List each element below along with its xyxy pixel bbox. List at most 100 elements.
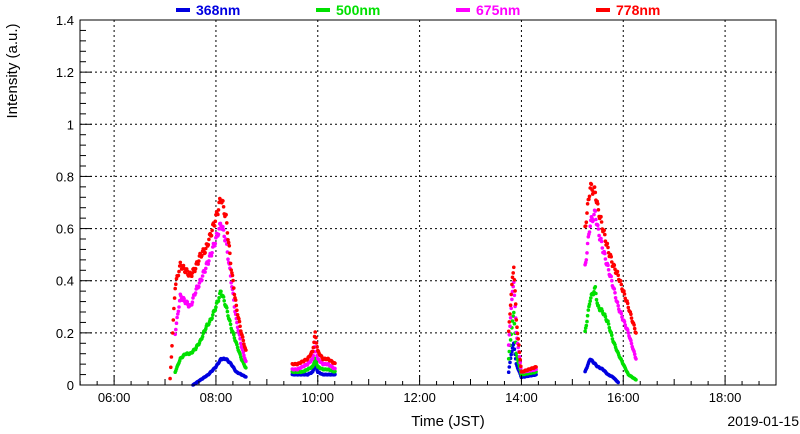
data-point bbox=[311, 345, 316, 350]
data-point bbox=[623, 323, 627, 327]
data-point bbox=[203, 270, 207, 274]
data-point bbox=[313, 330, 318, 334]
data-point bbox=[221, 228, 226, 232]
data-point bbox=[587, 302, 592, 307]
series-778nm bbox=[168, 181, 638, 381]
data-point bbox=[175, 315, 179, 320]
data-point bbox=[221, 199, 225, 203]
data-point bbox=[211, 313, 215, 317]
data-point bbox=[596, 227, 601, 231]
data-point bbox=[616, 380, 620, 385]
data-point bbox=[606, 322, 611, 326]
data-point bbox=[174, 327, 178, 332]
data-point bbox=[244, 375, 248, 379]
data-point bbox=[204, 246, 208, 251]
data-point bbox=[240, 335, 245, 339]
data-point bbox=[225, 221, 229, 225]
data-point bbox=[584, 258, 589, 262]
data-point bbox=[169, 365, 173, 370]
data-point bbox=[592, 212, 596, 217]
data-point bbox=[232, 292, 237, 297]
data-point bbox=[200, 278, 204, 282]
data-point bbox=[197, 259, 201, 263]
data-point bbox=[634, 331, 638, 335]
data-point bbox=[179, 294, 183, 298]
data-point bbox=[508, 316, 513, 320]
data-point bbox=[594, 291, 598, 296]
data-point bbox=[626, 331, 631, 335]
data-point bbox=[599, 214, 603, 219]
data-point bbox=[213, 241, 218, 246]
data-point bbox=[613, 296, 618, 300]
data-point bbox=[513, 289, 517, 293]
data-point bbox=[587, 197, 591, 201]
data-point bbox=[512, 293, 517, 298]
data-point bbox=[593, 190, 598, 195]
x-tick-label: 18:00 bbox=[709, 390, 742, 405]
data-point bbox=[216, 212, 220, 217]
data-point bbox=[515, 331, 520, 336]
y-tick-label: 1.2 bbox=[56, 65, 74, 80]
data-point bbox=[512, 310, 516, 315]
data-point bbox=[204, 266, 208, 271]
data-point bbox=[512, 321, 517, 326]
data-point bbox=[632, 349, 636, 354]
data-point bbox=[182, 297, 186, 301]
data-point bbox=[518, 360, 522, 365]
data-point bbox=[170, 331, 175, 335]
data-point bbox=[177, 305, 181, 309]
data-point bbox=[506, 370, 511, 375]
data-point bbox=[234, 303, 239, 308]
data-point bbox=[228, 251, 232, 256]
data-point bbox=[609, 274, 613, 279]
data-point bbox=[612, 263, 617, 268]
data-point bbox=[585, 251, 589, 255]
data-point bbox=[221, 295, 226, 299]
data-point bbox=[510, 297, 514, 302]
data-point bbox=[509, 352, 513, 357]
data-point bbox=[619, 282, 624, 287]
data-point bbox=[232, 286, 236, 290]
data-point bbox=[310, 357, 315, 361]
x-tick-label: 08:00 bbox=[200, 390, 233, 405]
data-point bbox=[596, 208, 601, 212]
data-point bbox=[244, 359, 248, 364]
data-point bbox=[511, 271, 515, 275]
data-point bbox=[221, 225, 225, 229]
data-point bbox=[508, 312, 512, 316]
data-point bbox=[512, 265, 516, 270]
data-point bbox=[607, 325, 612, 330]
data-point bbox=[514, 351, 519, 356]
data-point bbox=[585, 241, 590, 246]
data-point bbox=[176, 273, 181, 278]
y-tick-label: 0.8 bbox=[56, 169, 74, 184]
y-tick-label: 0 bbox=[67, 378, 74, 393]
data-point bbox=[174, 276, 179, 281]
data-point bbox=[589, 296, 593, 300]
data-point bbox=[226, 238, 230, 242]
data-point bbox=[596, 223, 600, 227]
data-point bbox=[610, 337, 615, 341]
data-point bbox=[593, 285, 598, 289]
data-point bbox=[584, 220, 589, 224]
data-point bbox=[226, 257, 230, 262]
data-point bbox=[632, 326, 637, 331]
data-point bbox=[625, 328, 630, 332]
data-point bbox=[176, 309, 181, 314]
data-point bbox=[238, 352, 242, 357]
data-point bbox=[238, 324, 242, 329]
data-point bbox=[193, 269, 197, 274]
y-axis-title: Intensity (a.u.) bbox=[4, 23, 21, 118]
axis-ticks: 06:00 08:00 10:00 12:00 14:00 16:00 18:00 0 0.2 0… bbox=[56, 13, 777, 405]
data-point bbox=[519, 364, 523, 369]
y-tick-label: 0.6 bbox=[56, 222, 74, 237]
data-point bbox=[506, 343, 511, 347]
data-point bbox=[512, 278, 517, 282]
data-point bbox=[615, 269, 620, 274]
data-point bbox=[632, 323, 636, 327]
data-point bbox=[592, 185, 597, 189]
data-point bbox=[583, 224, 588, 228]
data-point bbox=[314, 335, 318, 340]
data-point bbox=[615, 300, 620, 305]
legend-swatch bbox=[456, 8, 470, 12]
